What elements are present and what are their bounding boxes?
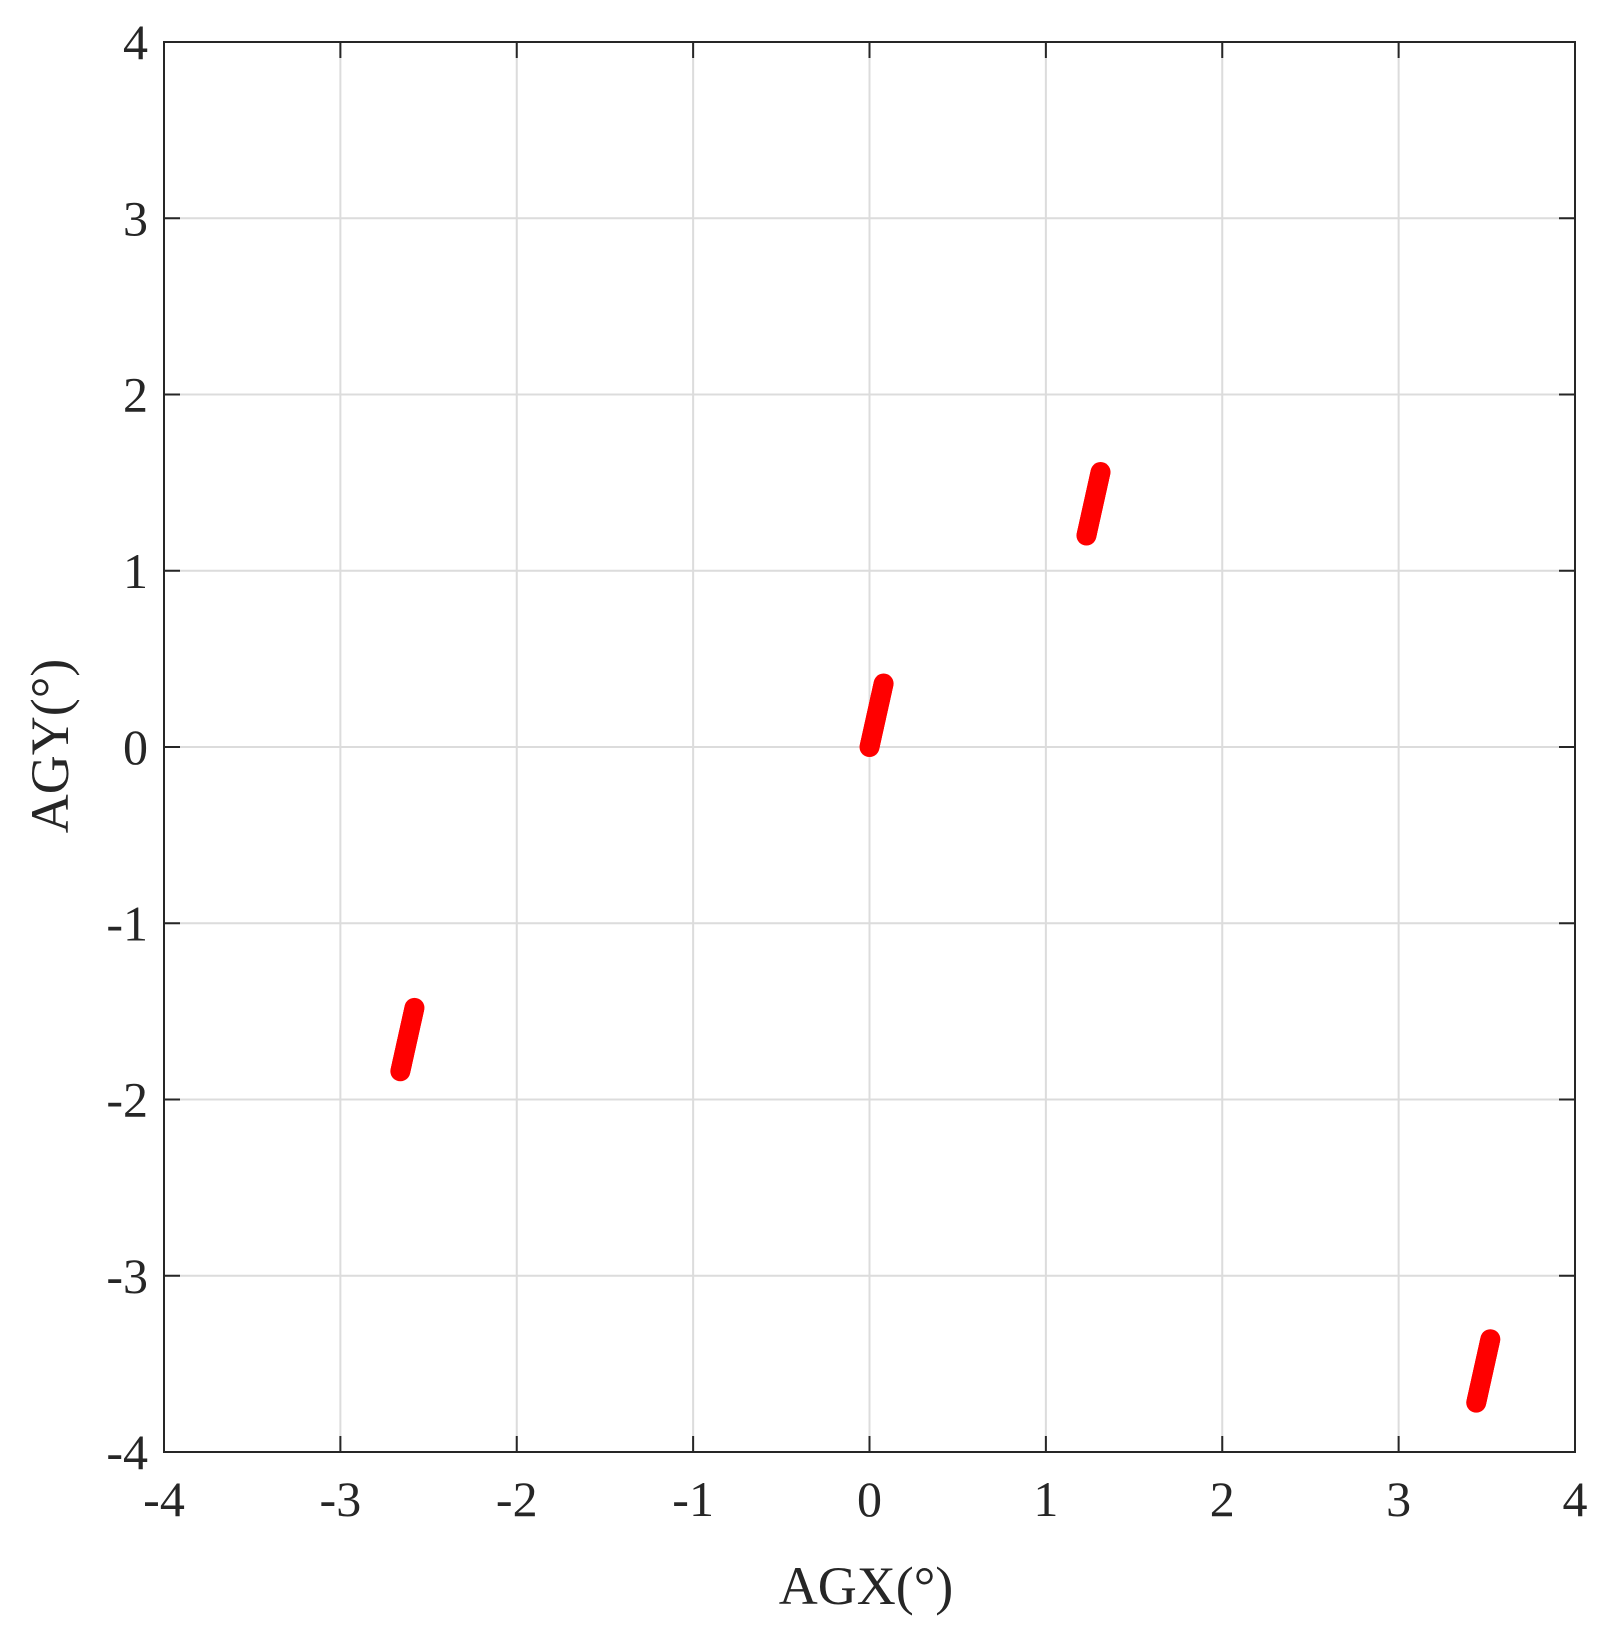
data-point <box>1090 462 1111 483</box>
y-tick-label: -3 <box>106 1248 148 1304</box>
y-tick-label: -1 <box>106 895 148 951</box>
x-tick-label: -3 <box>320 1471 362 1527</box>
x-tick-label: 0 <box>857 1471 882 1527</box>
x-tick-label: 1 <box>1033 1471 1058 1527</box>
tick-marks <box>163 41 1576 1453</box>
y-axis-label: AGY(°) <box>20 659 80 834</box>
x-tick-label: -1 <box>672 1471 714 1527</box>
x-tick-label: 2 <box>1210 1471 1235 1527</box>
y-tick-label: -2 <box>106 1072 148 1128</box>
y-tick-label: 4 <box>123 14 148 70</box>
y-tick-label: 2 <box>123 367 148 423</box>
tick-labels: -4 -3 -2 -1 0 1 2 3 4 -4 -3 -2 -1 0 1 2 3 4 <box>106 14 1587 1527</box>
data-point <box>404 997 425 1018</box>
x-tick-label: 3 <box>1386 1471 1411 1527</box>
x-tick-label: 4 <box>1563 1471 1588 1527</box>
y-tick-label: 0 <box>123 719 148 775</box>
y-tick-label: 3 <box>123 190 148 246</box>
x-tick-label: -2 <box>496 1471 538 1527</box>
x-tick-label: -4 <box>143 1471 185 1527</box>
y-tick-label: 1 <box>123 543 148 599</box>
x-axis-label: AGX(°) <box>779 1556 954 1616</box>
data-markers <box>390 462 1501 1413</box>
data-point <box>1480 1329 1501 1350</box>
data-point <box>873 673 894 694</box>
y-tick-label: -4 <box>106 1424 148 1480</box>
